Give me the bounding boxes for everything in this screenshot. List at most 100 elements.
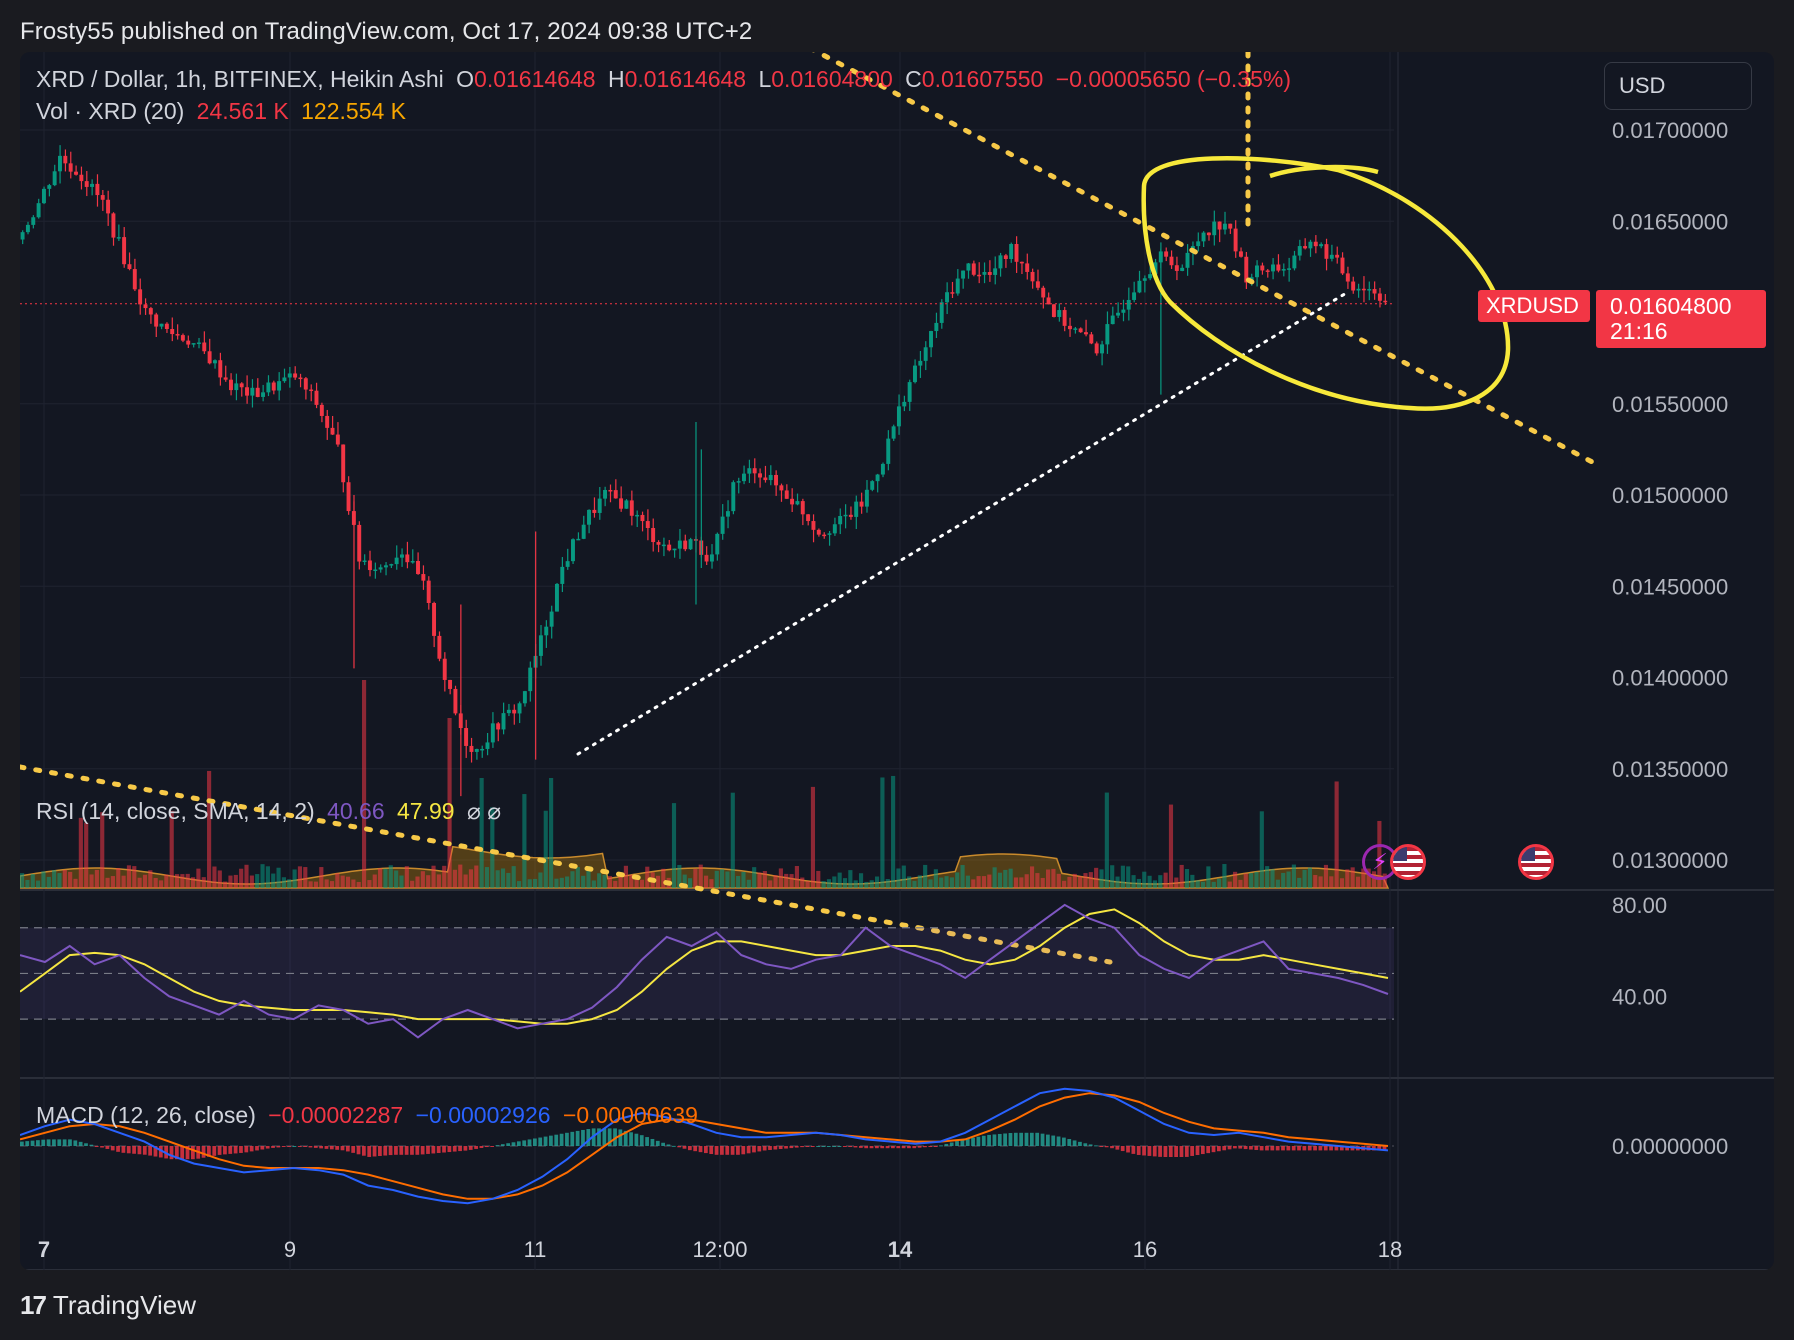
candle-down — [987, 272, 992, 275]
candle-up — [1057, 310, 1062, 317]
candle-up — [490, 723, 495, 743]
macd-histogram-bar — [191, 1146, 195, 1160]
candle-up — [587, 509, 591, 525]
candle-down — [512, 709, 517, 714]
volume-bar — [378, 868, 383, 888]
candle-down — [143, 304, 148, 309]
macd-histogram-bar — [335, 1146, 340, 1150]
macd-histogram-bar — [484, 1146, 489, 1148]
volume-bar — [1003, 869, 1008, 888]
macd-histogram-bar — [41, 1139, 46, 1146]
macd-histogram-bar — [677, 1146, 682, 1148]
volume-bar — [1329, 876, 1334, 888]
volume-bar — [928, 879, 933, 888]
candle-down — [816, 529, 821, 535]
macd-histogram-bar — [174, 1146, 179, 1160]
tradingview-logo[interactable]: 17 TradingView — [20, 1290, 196, 1321]
volume-bar — [1297, 877, 1302, 888]
volume-bar — [458, 864, 463, 888]
volume-bar — [768, 880, 773, 888]
macd-histogram-bar — [1099, 1146, 1104, 1147]
macd-label: MACD (12, 26, close) — [36, 1102, 256, 1128]
volume-bar — [837, 872, 842, 888]
volume-bar — [554, 878, 559, 888]
candle-up — [373, 569, 378, 572]
volume-bar — [1313, 875, 1318, 888]
candle-down — [790, 498, 795, 505]
macd-histogram-bar — [655, 1140, 660, 1146]
x-tick-label: 7 — [38, 1237, 50, 1262]
candle-up — [362, 560, 367, 563]
macd-histogram-bar — [778, 1146, 783, 1150]
volume-bar — [372, 874, 377, 888]
volume-bar — [110, 876, 115, 888]
candle-down — [469, 745, 474, 752]
macd-histogram-bar — [923, 1146, 927, 1148]
volume-bar — [255, 874, 260, 888]
macd-histogram-bar — [955, 1141, 959, 1146]
volume-bar — [543, 810, 548, 888]
volume-bar — [762, 871, 767, 888]
candle-up — [277, 381, 282, 391]
candle-down — [784, 490, 789, 499]
macd-histogram-bar — [837, 1146, 842, 1147]
macd-histogram-bar — [404, 1146, 409, 1155]
volume-bar — [1222, 864, 1227, 888]
volume-bar — [885, 878, 890, 888]
candle-up — [282, 377, 287, 382]
currency-selector[interactable]: USD — [1604, 62, 1752, 110]
us-flag-event-icon[interactable] — [1390, 844, 1426, 880]
candle-down — [496, 723, 501, 730]
candle-up — [1196, 241, 1201, 247]
candle-down — [683, 540, 688, 550]
candle-up — [1281, 269, 1286, 271]
volume-bar — [506, 872, 511, 888]
candle-up — [875, 474, 880, 482]
volume-bar — [201, 877, 206, 888]
volume-bar — [394, 870, 399, 888]
volume-bar — [1190, 874, 1195, 888]
volume-bar — [912, 880, 917, 888]
candle-up — [474, 749, 479, 752]
volume-bar — [57, 873, 62, 888]
volume-bar — [896, 868, 901, 888]
macd-histogram-bar — [805, 1146, 810, 1147]
macd-histogram-bar — [720, 1146, 724, 1155]
macd-histogram-bar — [714, 1146, 719, 1155]
macd-histogram-bar — [516, 1141, 521, 1146]
chart-canvas[interactable]: 7 9 11 12:00 14 16 18 0.01700000 0.01650000 0.015… — [20, 52, 1774, 1270]
volume-bar — [415, 876, 420, 888]
macd-histogram-bar — [661, 1142, 665, 1146]
us-flag-event-icon[interactable] — [1518, 844, 1554, 880]
macd-histogram-bar — [1024, 1132, 1029, 1146]
macd-histogram-bar — [1233, 1146, 1237, 1149]
candle-up — [383, 565, 388, 568]
candle-down — [1372, 289, 1377, 294]
candle-down — [1084, 332, 1088, 335]
macd-histogram-bar — [666, 1144, 671, 1146]
volume-bar — [1291, 864, 1296, 888]
rsi-tick-label: 80.00 — [1612, 893, 1667, 918]
volume-bar — [1131, 875, 1136, 888]
volume-bar — [388, 865, 393, 888]
volume-bar — [46, 876, 51, 888]
macd-histogram-bar — [126, 1146, 131, 1154]
candle-up — [603, 489, 608, 499]
candle-down — [229, 379, 233, 391]
chart-frame[interactable]: 7 9 11 12:00 14 16 18 0.01700000 0.01650000 0.015… — [20, 52, 1774, 1270]
close-label: C — [905, 66, 922, 92]
candle-up — [1297, 246, 1302, 256]
y-tick-label: 0.01300000 — [1612, 848, 1728, 873]
macd-histogram-bar — [848, 1146, 853, 1147]
candle-up — [522, 691, 527, 704]
macd-histogram-bar — [420, 1146, 425, 1155]
candle-down — [298, 377, 303, 380]
macd-histogram-bar — [132, 1146, 136, 1154]
candle-up — [1319, 244, 1324, 247]
volume-bar — [810, 786, 816, 888]
macd-histogram-bar — [933, 1146, 938, 1147]
candle-down — [122, 237, 127, 265]
candle-up — [1009, 244, 1014, 259]
candle-down — [859, 501, 864, 507]
volume-bar — [634, 874, 639, 888]
